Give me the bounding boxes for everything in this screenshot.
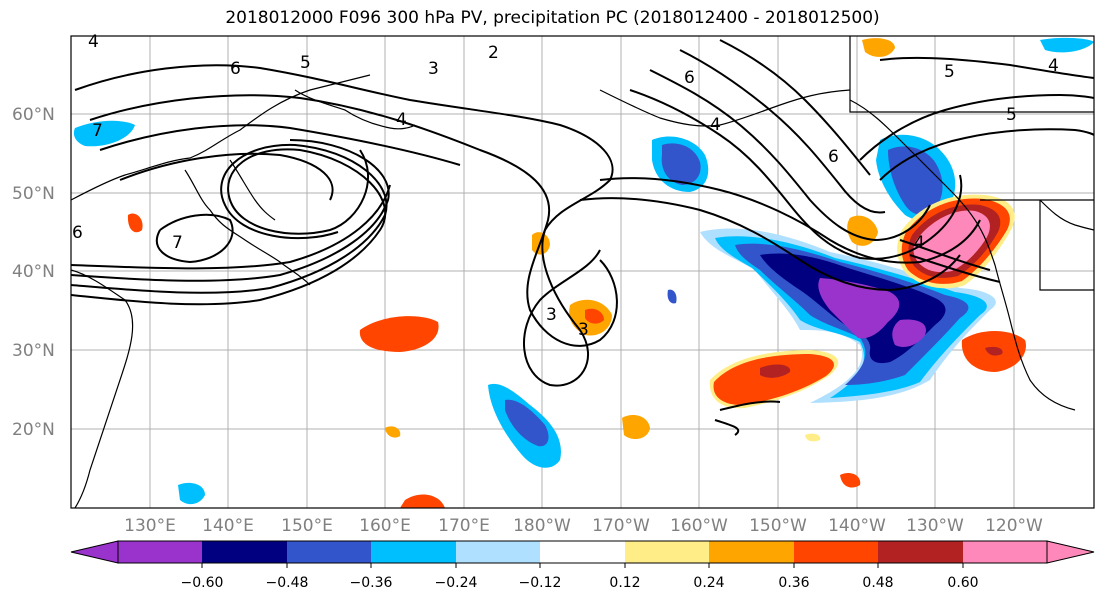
longitude-labels: 130°E 140°E 150°E 160°E 170°E 180°W 170°… — [124, 516, 1043, 536]
lon-label: 120°W — [985, 516, 1043, 536]
precip-positive-blob-7 — [400, 494, 445, 508]
lon-label: 170°E — [438, 516, 490, 536]
gridlines — [71, 36, 1094, 508]
colorbar-segment — [371, 541, 456, 563]
colorbar-high-extend — [1046, 540, 1095, 564]
precip-negative-blob-2 — [178, 482, 205, 505]
pv-contour-label: 5 — [944, 62, 955, 82]
lon-label: 130°E — [124, 516, 176, 536]
pv-contour-label: 4 — [396, 110, 407, 130]
pv-contour-label: 4 — [88, 32, 99, 52]
pv-contour-label: 4 — [1048, 56, 1059, 76]
lon-label: 160°W — [670, 516, 728, 536]
precip-positive-subtropical-2 — [713, 354, 834, 406]
precip-positive-blob-6 — [622, 415, 650, 440]
pv-contour-label: 4 — [710, 115, 721, 135]
precip-positive-coast-core — [913, 210, 990, 273]
pv-contour-labels: 4 6 5 2 3 4 6 5 4 5 3 3 4 4 6 7 7 6 — [72, 32, 1059, 340]
colorbar-segment — [709, 541, 794, 563]
coastlines — [71, 36, 1094, 508]
lon-label: 160°E — [359, 516, 411, 536]
pv-contour-label: 3 — [578, 320, 589, 340]
colorbar-segment — [625, 541, 709, 563]
colorbar-segment — [287, 541, 371, 563]
colorbar-segment — [794, 541, 878, 563]
colorbar-tick-label: −0.12 — [519, 575, 562, 591]
colorbar-tick-label: 0.12 — [609, 575, 640, 591]
pv-contour-label: 5 — [300, 53, 311, 73]
precip-negative-blob-3 — [667, 289, 677, 304]
colorbar-segment — [118, 541, 202, 563]
colorbar-border — [117, 540, 1048, 564]
precipitation-field — [73, 37, 1094, 508]
precip-positive-blob-9 — [840, 473, 861, 488]
precip-positive-blob-12 — [805, 433, 821, 442]
colorbar-segment — [202, 541, 287, 563]
precip-subtropical-negative-2 — [505, 399, 549, 447]
precip-negative-blob-1 — [73, 120, 135, 147]
pv-contour-label: 6 — [72, 223, 83, 243]
pv-contour-label: 3 — [546, 305, 557, 325]
pv-contour-label: 6 — [684, 68, 695, 88]
lat-label: 60°N — [12, 105, 55, 125]
colorbar-segment — [540, 541, 625, 563]
lon-label: 140°E — [202, 516, 254, 536]
lon-label: 170°W — [592, 516, 650, 536]
map-title: 2018012000 F096 300 hPa PV, precipitatio… — [225, 8, 880, 28]
latitude-labels: 60°N 50°N 40°N 30°N 20°N — [12, 105, 55, 440]
pv-contour-label: 6 — [828, 147, 839, 167]
pv-contour-label: 6 — [230, 59, 241, 79]
precip-positive-blob-3-core — [585, 308, 604, 324]
colorbar-tick-label: −0.24 — [435, 575, 478, 591]
pv-contour-label: 3 — [428, 59, 439, 79]
precip-positive-blob-11 — [385, 426, 401, 438]
colorbar-segment — [456, 541, 540, 563]
pv-contour-label: 7 — [92, 121, 103, 141]
precip-negative-band-core — [818, 278, 900, 339]
pv-contours — [71, 39, 1094, 436]
colorbar: −0.60 −0.48 −0.36 −0.24 −0.12 0.12 0.24 … — [70, 540, 1095, 591]
lon-label: 140°W — [828, 516, 886, 536]
pv-contour-label: 7 — [172, 233, 183, 253]
colorbar-tick-label: −0.36 — [350, 575, 393, 591]
colorbar-segment — [878, 541, 963, 563]
lat-label: 40°N — [12, 262, 55, 282]
lon-label: 180°W — [513, 516, 571, 536]
lat-label: 20°N — [12, 420, 55, 440]
precip-positive-blob-8 — [862, 38, 895, 57]
precip-positive-blob-10 — [127, 213, 143, 233]
map-border — [70, 35, 1095, 509]
colorbar-tick-label: 0.24 — [693, 575, 724, 591]
lat-label: 50°N — [12, 184, 55, 204]
colorbar-segment — [963, 541, 1047, 563]
pv-contour-label: 2 — [488, 43, 499, 63]
colorbar-tick-label: 0.36 — [778, 575, 809, 591]
lon-label: 130°W — [906, 516, 964, 536]
precip-positive-subtropical-core — [760, 364, 791, 378]
pv-contour-label: 5 — [1006, 105, 1017, 125]
precip-positive-blob-2 — [359, 316, 439, 352]
lon-label: 150°W — [749, 516, 807, 536]
precip-negative-blob-4 — [1040, 37, 1094, 53]
colorbar-tick-label: 0.48 — [862, 575, 893, 591]
precip-aleutian-negative-2 — [661, 143, 701, 185]
lon-label: 150°E — [281, 516, 333, 536]
lat-label: 30°N — [12, 341, 55, 361]
colorbar-tick-label: −0.48 — [266, 575, 309, 591]
colorbar-tick-label: −0.60 — [181, 575, 224, 591]
colorbar-low-extend — [70, 540, 119, 564]
pv-contour-label: 4 — [914, 233, 925, 253]
precip-positive-blob-1-core — [985, 346, 1003, 356]
colorbar-tick-label: 0.60 — [947, 575, 978, 591]
precip-positive-blob-5 — [847, 215, 878, 246]
precip-negative-band-core-2 — [892, 319, 926, 347]
